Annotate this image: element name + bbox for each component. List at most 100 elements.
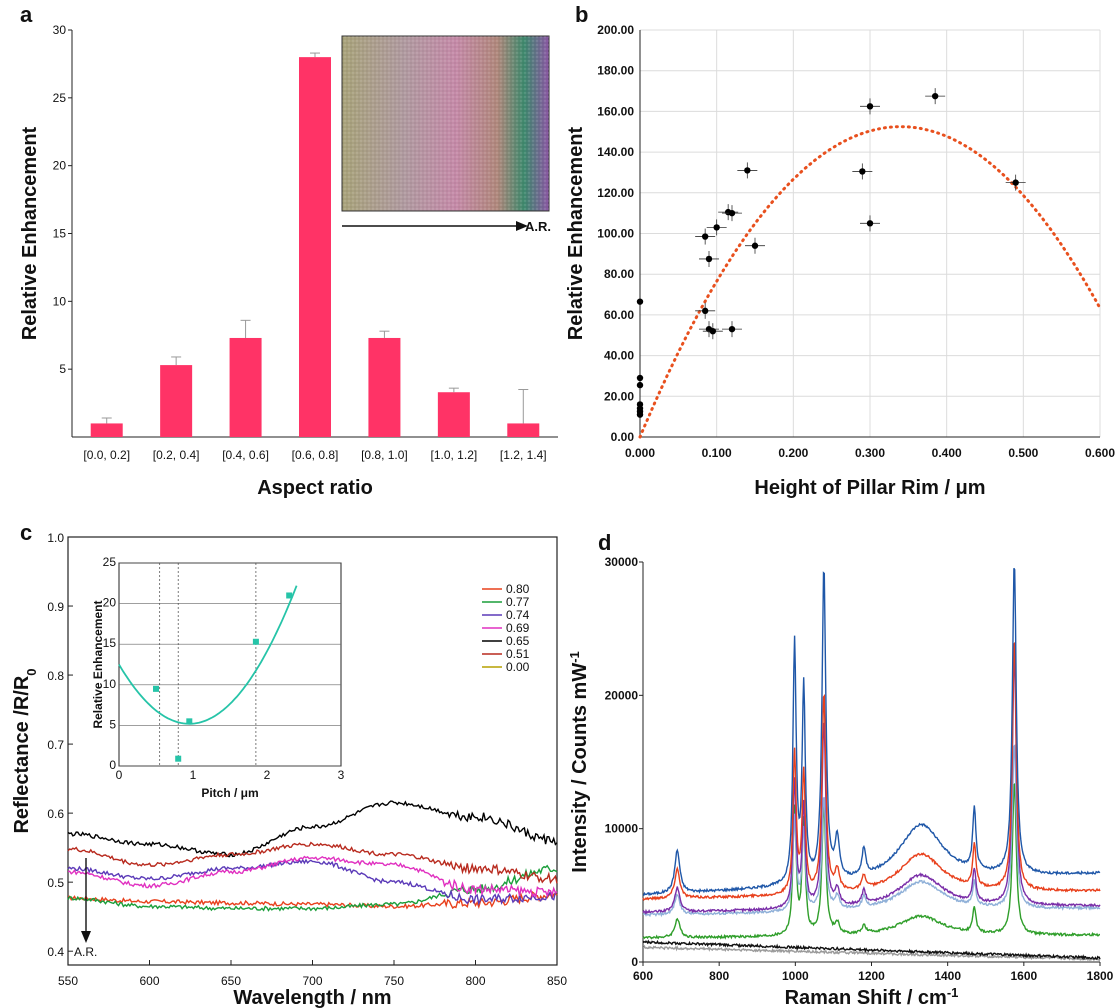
panel-c-series-line [67, 841, 558, 885]
panel-c-legend-label: 0.74 [506, 608, 530, 622]
panel-d-series-line [643, 944, 1101, 962]
panel-b-data-point [751, 242, 759, 249]
panel-c-inset-y-tick-label: 5 [109, 717, 116, 731]
panel-b-data-point [744, 167, 751, 174]
panel-a-inset-arrow-label: A.R. [525, 219, 551, 234]
panel-d-x-axis-title-superscript: -1 [947, 985, 959, 1000]
panel-a-x-axis-title: Aspect ratio [257, 477, 373, 499]
panel-d-x-axis-title: Raman Shift / cm-1 [785, 985, 959, 1008]
panel-b-y-tick-label: 0.00 [611, 430, 635, 444]
panel-b-data-point [931, 92, 939, 100]
panel-c-series-line [67, 890, 558, 910]
panel-c-series-line [67, 864, 558, 912]
panel-a-bar [160, 365, 193, 437]
panel-a-x-tick-label: [0.0, 0.2] [83, 448, 130, 462]
panel-c-y-tick-label: 0.5 [47, 876, 64, 890]
panel-b-y-tick-label: 200.00 [597, 23, 634, 37]
panel-d-series-line [642, 744, 1101, 918]
panel-c-inset-x-tick-label: 2 [264, 768, 271, 782]
panel-c-y-tick-label: 0.6 [47, 807, 64, 821]
panel-c-ar-label: A.R. [74, 945, 97, 959]
panel-c-y-tick-label: 0.7 [47, 738, 64, 752]
panel-b-data-point [701, 233, 709, 240]
panel-b-x-axis-title: Height of Pillar Rim / μm [754, 477, 985, 499]
panel-c-x-tick-label: 550 [58, 974, 78, 988]
panel-c-legend-label: 0.65 [506, 634, 530, 648]
panel-c-legend-label: 0.69 [506, 621, 530, 635]
panel-d-x-tick-label: 800 [709, 969, 729, 983]
panel-c-inset-data-point [252, 638, 259, 645]
panel-b-data-point [859, 168, 866, 175]
panel-c-inset-y-tick-label: 0 [109, 758, 116, 772]
panel-a-y-tick-label: 5 [59, 362, 66, 376]
panel-a-y-tick-label: 20 [53, 159, 67, 173]
panel-d-x-tick-label: 1400 [934, 969, 961, 983]
panel-b-scatter-chart: 0.00 20.00 40.00 60.00 80.00 100.00 120.00 140.… [565, 23, 1115, 499]
panel-b-y-tick-label: 80.00 [604, 267, 634, 281]
panel-d-y-tick-label: 30000 [605, 555, 639, 569]
panel-a-y-axis-title: Relative Enhancement [19, 126, 41, 340]
panel-a-inset-texture [342, 36, 549, 211]
panel-c-inset-data-point [286, 592, 293, 599]
panel-c-inset-x-axis-title: Pitch / μm [201, 786, 258, 800]
panel-b-data-point [1012, 179, 1019, 186]
panel-b-data-point [636, 411, 644, 418]
panel-b-data-point [709, 327, 717, 335]
panel-a-bar [507, 423, 540, 437]
panel-b-x-tick-label: 0.500 [1008, 446, 1038, 460]
panel-c-legend-label: 0.00 [506, 660, 530, 674]
panel-c-inset-data-point [186, 718, 193, 725]
panel-d-y-tick-label: 10000 [605, 822, 639, 836]
panel-d-y-tick-label: 0 [631, 955, 638, 969]
panel-c-inset-fit-curve [118, 585, 298, 725]
panel-a-bar [90, 423, 123, 437]
panel-c-y-tick-label: 0.8 [47, 669, 64, 683]
panel-d-y-axis-title: Intensity / Counts mW-1 [567, 651, 592, 873]
panel-c-inset-x-tick-label: 0 [116, 768, 123, 782]
panel-a-bar [368, 337, 401, 437]
panel-b-x-tick-label: 0.000 [625, 446, 655, 460]
panel-d-series-line [642, 655, 1101, 915]
panel-a-x-tick-label: [0.8, 1.0] [361, 448, 408, 462]
panel-d-x-tick-label: 1000 [782, 969, 809, 983]
panel-a-y-tick-label: 30 [53, 23, 67, 37]
panel-c-ar-arrowhead [81, 931, 91, 943]
panel-b-y-axis-title: Relative Enhancement [565, 126, 587, 340]
panel-a-bar [299, 57, 331, 438]
panel-letter-c: c [20, 520, 32, 545]
panel-c-inset-x-tick-label: 1 [190, 768, 197, 782]
panel-d-x-tick-label: 600 [633, 969, 653, 983]
panel-a-y-tick-label: 25 [53, 91, 67, 105]
panel-d-y-tick-label: 20000 [605, 688, 639, 702]
panel-b-data-point [728, 325, 736, 333]
panel-d-series-line [642, 939, 1101, 961]
panel-b-data-point [728, 209, 736, 217]
panel-b-y-tick-label: 100.00 [597, 227, 634, 241]
panel-c-y-tick-label: 0.9 [47, 600, 64, 614]
panel-c-legend-label: 0.80 [506, 582, 530, 596]
panel-b-y-tick-label: 60.00 [604, 308, 634, 322]
panel-b-data-point [713, 224, 720, 231]
panel-a-x-tick-label: [0.6, 0.8] [292, 448, 339, 462]
panel-c-x-axis-title: Wavelength / nm [233, 987, 391, 1008]
panel-a-y-tick-label: 15 [53, 227, 67, 241]
panel-c-inset-data-point [175, 755, 182, 762]
panel-b-data-point [866, 220, 874, 227]
panel-c-inset-y-axis-title: Relative Enhancement [91, 600, 105, 728]
panel-c-x-tick-label: 600 [139, 974, 159, 988]
panel-b-y-tick-label: 120.00 [597, 186, 634, 200]
panel-a-y-tick-label: 10 [53, 294, 67, 308]
panel-c-inset-y-tick-label: 15 [103, 636, 117, 650]
panel-b-data-point [636, 298, 644, 305]
panel-b-y-tick-label: 140.00 [597, 145, 634, 159]
panel-c-inset-x-tick-label: 3 [338, 768, 345, 782]
panel-a-x-tick-label: [0.2, 0.4] [153, 448, 200, 462]
panel-b-x-tick-label: 0.400 [932, 446, 962, 460]
panel-d-x-tick-label: 1200 [858, 969, 885, 983]
panel-c-inset-data-point [153, 685, 159, 692]
panel-a-x-tick-label: [1.0, 1.2] [431, 448, 478, 462]
panel-c-y-axis-title: Reflectance /R/R0 [11, 668, 39, 833]
panel-c-legend-label: 0.77 [506, 595, 530, 609]
panel-d-x-tick-label: 1600 [1010, 969, 1037, 983]
